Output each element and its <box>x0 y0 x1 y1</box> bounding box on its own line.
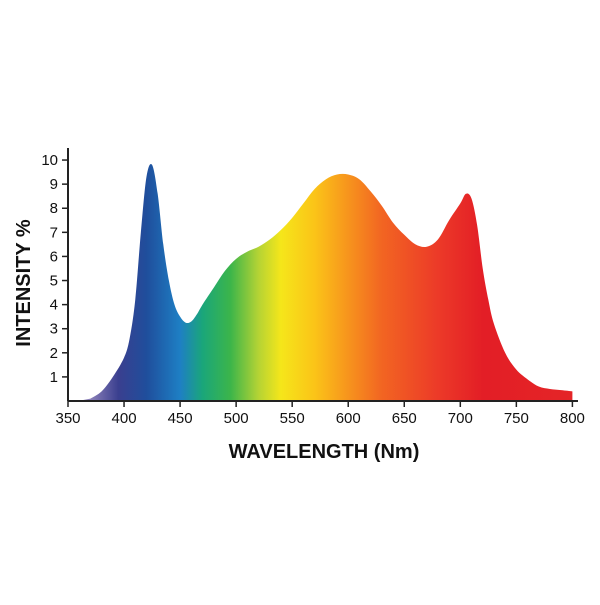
y-tick-label: 7 <box>50 224 58 241</box>
x-tick-label: 350 <box>55 410 80 427</box>
x-tick-label: 650 <box>392 410 417 427</box>
x-tick-label: 400 <box>112 410 137 427</box>
y-tick-label: 9 <box>50 176 58 193</box>
x-tick-label: 550 <box>280 410 305 427</box>
y-tick-label: 4 <box>50 297 58 314</box>
x-tick-label: 800 <box>560 410 585 427</box>
x-tick-label: 700 <box>448 410 473 427</box>
y-tick-label: 8 <box>50 200 58 217</box>
y-tick-label: 2 <box>50 345 58 362</box>
y-tick-label: 10 <box>41 152 58 169</box>
y-axis-title: INTENSITY % <box>13 219 35 347</box>
area-layer <box>78 163 573 401</box>
y-tick-label: 1 <box>50 369 58 386</box>
y-tick-label: 6 <box>50 248 58 265</box>
ticks-layer: 350 400 450 500 550 600 650 700 750 800 1 2 3 4 5 6 7 8 9 1… <box>41 152 585 427</box>
x-tick-label: 450 <box>168 410 193 427</box>
x-axis-title: WAVELENGTH (Nm) <box>229 441 420 463</box>
spectrum-area <box>78 163 573 401</box>
axes-layer <box>67 148 578 402</box>
x-tick-label: 500 <box>224 410 249 427</box>
x-tick-label: 600 <box>336 410 361 427</box>
x-tick-label: 750 <box>504 410 529 427</box>
y-tick-label: 5 <box>50 273 58 290</box>
y-tick-label: 3 <box>50 321 58 338</box>
